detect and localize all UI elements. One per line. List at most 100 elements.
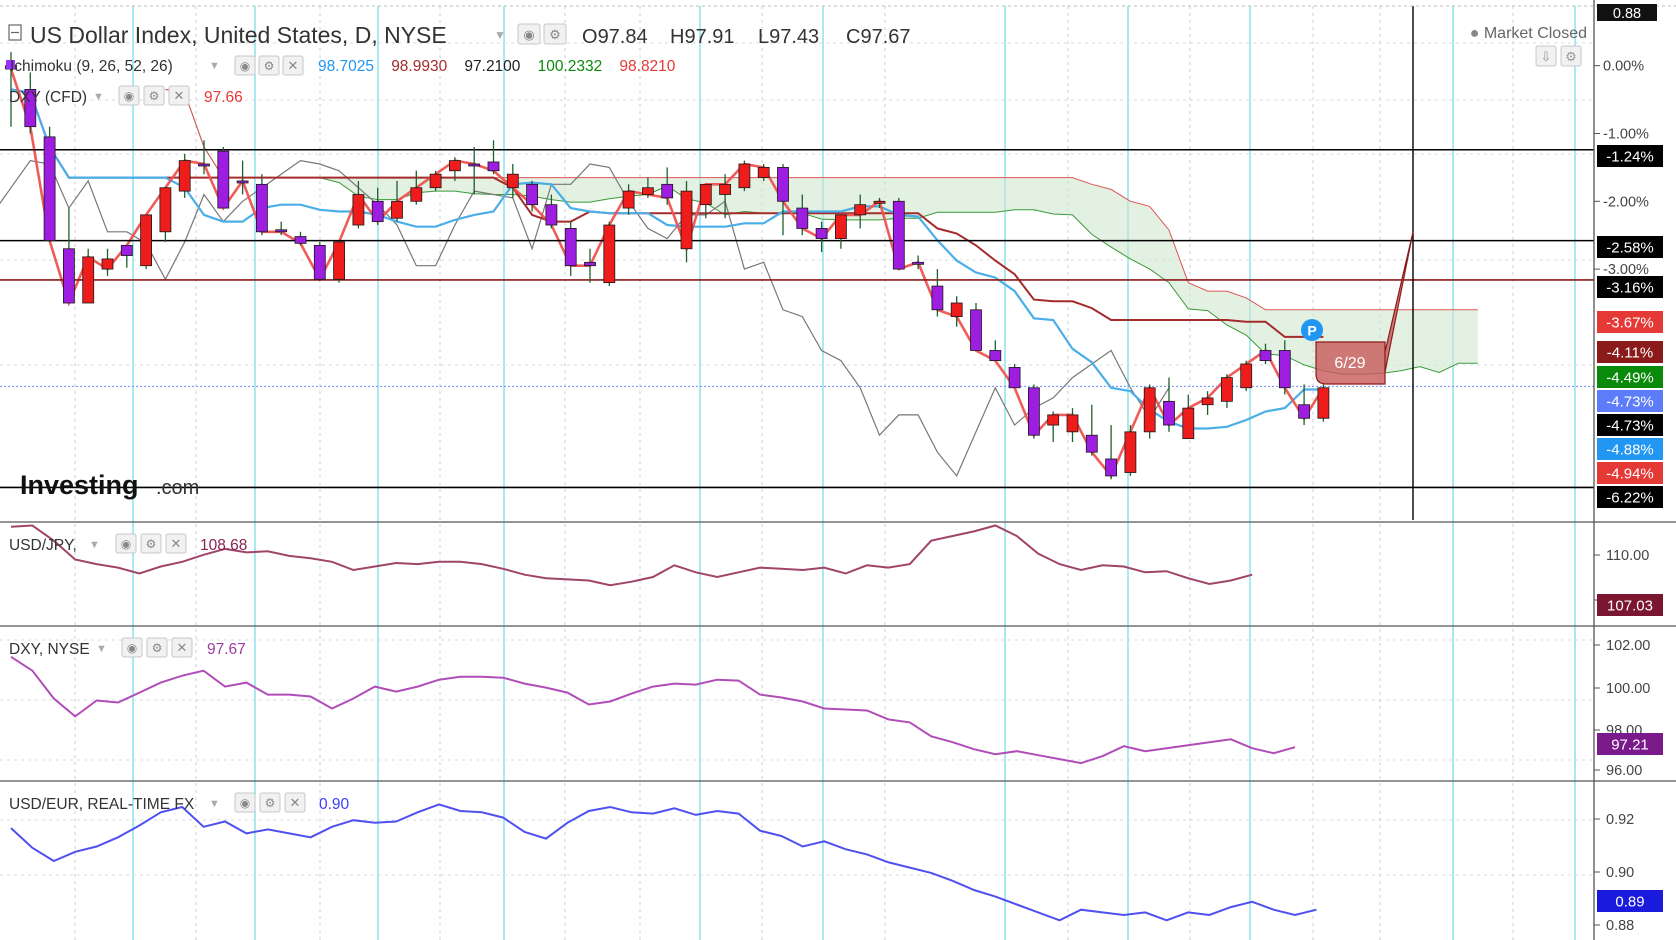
candle-body-38 — [738, 163, 751, 189]
dxy-cfd-eye-icon[interactable]: ◉ — [118, 85, 140, 106]
candle-body-62 — [1201, 397, 1214, 406]
usdjpy-gear-icon[interactable]: ⚙ — [140, 533, 162, 554]
header-legend: US Dollar Index, United States, D, NYSE … — [8, 22, 1587, 67]
svg-text:◉: ◉ — [240, 59, 250, 73]
dxy-axis-marker-bg — [1597, 733, 1663, 755]
candle-body-37 — [719, 183, 731, 195]
candle-body-3 — [63, 248, 75, 304]
dxy-legend: DXY, NYSE ▼ ◉ ⚙ ✕ 97.67 — [9, 637, 246, 658]
usdjpy-close-icon[interactable]: ✕ — [165, 533, 187, 554]
usdeur-axis-label-0: 0.92 — [1606, 812, 1634, 828]
candlestick-series — [5, 52, 1330, 480]
usdeur-gear-icon[interactable]: ⚙ — [259, 792, 281, 813]
dxy-dropdown-icon[interactable]: ▼ — [96, 643, 107, 655]
price-axis[interactable]: 0.88 0.00% -1.00% -2.00% -3.00% -1.24% -2.58% -… — [1594, 4, 1663, 934]
dxy-eye-icon[interactable]: ◉ — [121, 637, 143, 658]
dxy-close-icon[interactable]: ✕ — [171, 637, 193, 658]
usdeur-eye-icon[interactable]: ◉ — [234, 792, 256, 813]
usdeur-dropdown-icon[interactable]: ▼ — [209, 798, 220, 810]
candle-body-23 — [448, 160, 461, 172]
axis-marker-6: -4.73% — [1606, 394, 1654, 411]
horizontal-levels — [0, 148, 1594, 489]
candle-body-58 — [1124, 431, 1137, 473]
ohlc-key: C — [846, 26, 860, 48]
axis-marker-bg-3 — [1597, 311, 1663, 333]
svg-text:⚙: ⚙ — [549, 27, 561, 42]
panel-settings-icon[interactable]: ⚙ — [1560, 45, 1582, 67]
date-flag[interactable]: 6/29 P — [1301, 231, 1414, 385]
title-dropdown-icon[interactable]: ▼ — [494, 28, 506, 42]
candle-body-28 — [545, 204, 558, 226]
usdjpy-axis-marker: 107.03 — [1607, 598, 1653, 615]
candle-body-9 — [178, 160, 191, 192]
candle-body-13 — [255, 183, 268, 233]
candle-body-45 — [873, 200, 886, 204]
dxy-axis-marker: 97.21 — [1611, 737, 1649, 754]
candle-body-64 — [1240, 363, 1253, 389]
ohlc-value: 97.91 — [684, 26, 734, 48]
usdjpy-axis-label-0: 110.00 — [1606, 548, 1649, 564]
usdjpy-value: 108.68 — [200, 537, 247, 554]
ichimoku-tenkan — [10, 88, 1324, 430]
candle-body-29 — [564, 228, 577, 267]
axis-marker-bg-2 — [1597, 276, 1663, 298]
usdeur-legend: USD/EUR, REAL-TIME FX ▼ ◉ ⚙ ✕ 0.90 — [9, 792, 350, 813]
ichimoku-gear-icon[interactable]: ⚙ — [258, 55, 280, 76]
ichimoku-dropdown-icon[interactable]: ▼ — [209, 60, 220, 72]
title-gear-icon[interactable]: ⚙ — [543, 23, 567, 45]
ohlc-key: L — [758, 26, 769, 48]
usdjpy-eye-icon[interactable]: ◉ — [115, 533, 137, 554]
candle-body-66 — [1278, 350, 1291, 389]
usdjpy-dropdown-icon[interactable]: ▼ — [89, 539, 100, 551]
candle-body-10 — [198, 163, 210, 167]
candle-body-7 — [140, 214, 153, 267]
close-line — [9, 68, 1325, 479]
scroll-down-icon[interactable]: ⇩ — [1535, 45, 1557, 67]
title-eye-icon[interactable]: ◉ — [517, 23, 541, 45]
candle-body-33 — [642, 187, 654, 195]
dxy-cfd-gear-icon[interactable]: ⚙ — [143, 85, 165, 106]
candle-body-12 — [236, 180, 249, 184]
axis-tick-label-3: -2.00% — [1603, 194, 1649, 210]
ichimoku-eye-icon[interactable]: ◉ — [234, 55, 256, 76]
ohlc-l: L97.43 — [758, 26, 819, 48]
investing-logo: Investing .com — [20, 470, 199, 500]
candle-body-55 — [1066, 414, 1079, 433]
usdeur-close-icon[interactable]: ✕ — [284, 792, 306, 813]
dxy-cfd-legend: DXY (CFD) ▼ ◉ ⚙ ✕ 97.66 — [9, 85, 243, 106]
axis-marker-2: -3.16% — [1606, 280, 1654, 297]
candle-body-15 — [294, 236, 307, 244]
usdeur-panel — [10, 803, 1317, 922]
ohlc-o: O97.84 — [582, 26, 648, 48]
axis-marker-4: -4.11% — [1607, 345, 1653, 362]
candle-body-51 — [989, 350, 1002, 362]
candle-body-42 — [815, 228, 828, 239]
candle-body-31 — [603, 224, 616, 284]
candle-body-27 — [526, 183, 538, 206]
dxy-gear-icon[interactable]: ⚙ — [146, 637, 168, 658]
candle-body-18 — [352, 194, 365, 226]
dxy-cfd-close-icon[interactable]: ✕ — [168, 85, 190, 106]
ichimoku-lagging — [0, 159, 1170, 478]
axis-marker-5: -4.49% — [1606, 370, 1654, 387]
ichimoku-kijun — [10, 88, 1324, 338]
svg-text:⚙: ⚙ — [1565, 49, 1577, 64]
ichimoku-span-a — [165, 88, 1478, 375]
axis-top-marker: 0.88 — [1613, 6, 1641, 22]
svg-text:✕: ✕ — [174, 88, 185, 103]
svg-text:◉: ◉ — [127, 641, 137, 655]
market-status: ● Market Closed — [1470, 25, 1587, 42]
collapse-icon[interactable] — [8, 24, 22, 41]
flag-callout-shape — [1315, 231, 1414, 385]
candle-body-67 — [1298, 404, 1310, 419]
ichimoku-swatch — [6, 60, 15, 69]
ichimoku-value-3: 100.2332 — [538, 58, 603, 75]
ichimoku-label: Ichimoku (9, 26, 52, 26) — [10, 58, 173, 75]
candle-body-24 — [468, 163, 481, 167]
axis-marker-bg-7 — [1597, 414, 1663, 436]
dxy-cfd-dropdown-icon[interactable]: ▼ — [93, 91, 104, 103]
dxy-panel — [10, 655, 1296, 765]
candle-body-50 — [970, 309, 982, 351]
ichimoku-close-icon[interactable]: ✕ — [282, 55, 304, 76]
